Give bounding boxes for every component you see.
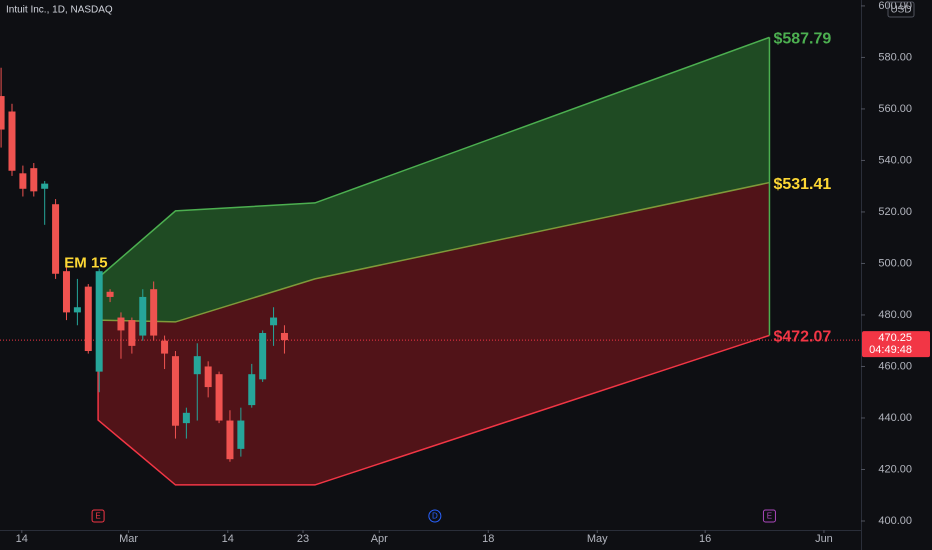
x-tick-label: Mar [119, 533, 138, 545]
x-tick-label: Apr [371, 533, 388, 545]
x-tick-label: 14 [222, 533, 234, 545]
y-tick-label: 440.00 [878, 412, 912, 424]
y-tick-label: 520.00 [878, 206, 912, 218]
price-tag-countdown: 04:49:48 [869, 344, 912, 356]
candle-body [161, 340, 169, 354]
candle-body [30, 168, 38, 192]
y-tick-label: 460.00 [878, 360, 912, 372]
x-tick-label: 18 [482, 533, 494, 545]
x-tick-label: 23 [297, 533, 309, 545]
candle-body [150, 289, 158, 336]
y-tick-label: 580.00 [878, 51, 912, 63]
event-label: E [95, 512, 100, 521]
upper-band-fill [98, 37, 770, 322]
x-tick-label: 16 [699, 533, 711, 545]
candle-body [193, 356, 201, 375]
candle-body [171, 356, 179, 426]
band-end-label: $587.79 [773, 31, 831, 48]
candle-body [280, 332, 288, 341]
candle-body [117, 317, 125, 331]
band-line [97, 36, 770, 279]
candle-body [84, 286, 92, 352]
candle-body [259, 332, 267, 380]
y-tick-label: 500.00 [878, 257, 912, 269]
annotation: EM 15 [64, 254, 107, 271]
x-tick-label: 14 [16, 533, 28, 545]
candle-body [128, 320, 136, 346]
band-end-label: $531.41 [773, 176, 831, 193]
currency-box[interactable] [887, 1, 915, 18]
candle-body [8, 111, 16, 171]
candle-body [237, 420, 245, 449]
candle-body [182, 412, 190, 424]
y-tick-label: 480.00 [878, 309, 912, 321]
candle-body [0, 96, 5, 130]
candle-body [62, 271, 70, 313]
candle-body [19, 173, 27, 189]
price-tag-value: 470.25 [878, 332, 912, 344]
event-marker [91, 509, 105, 523]
y-tick-label: 600.00 [878, 0, 912, 12]
symbol-title: Intuit Inc., 1D, NASDAQ [6, 5, 113, 16]
y-tick-label: 560.00 [878, 103, 912, 115]
event-label: E [767, 512, 772, 521]
candle-body [73, 307, 81, 313]
candle-body [41, 183, 49, 189]
y-tick-label: 540.00 [878, 154, 912, 166]
currency[interactable]: USD [890, 5, 911, 16]
candle-body [270, 317, 278, 326]
x-tick-label: Jun [815, 533, 833, 545]
lower-band-fill [98, 182, 770, 485]
price-tag [862, 331, 930, 358]
candle-body [139, 296, 147, 336]
band-line [98, 181, 770, 323]
event-label: D [432, 512, 438, 521]
candle-body [204, 366, 212, 388]
x-tick-label: May [587, 533, 608, 545]
candle-body [106, 291, 114, 297]
y-tick-label: 420.00 [878, 463, 912, 475]
band-line [97, 320, 770, 486]
candle-body [226, 420, 234, 460]
event-marker [428, 509, 442, 523]
y-tick-label: 400.00 [878, 515, 912, 527]
candle-body [95, 271, 103, 372]
band-end-label: $472.07 [773, 329, 831, 346]
candle-body [248, 374, 256, 406]
event-marker [762, 509, 776, 523]
candle-body [52, 204, 60, 274]
candle-body [215, 374, 223, 421]
